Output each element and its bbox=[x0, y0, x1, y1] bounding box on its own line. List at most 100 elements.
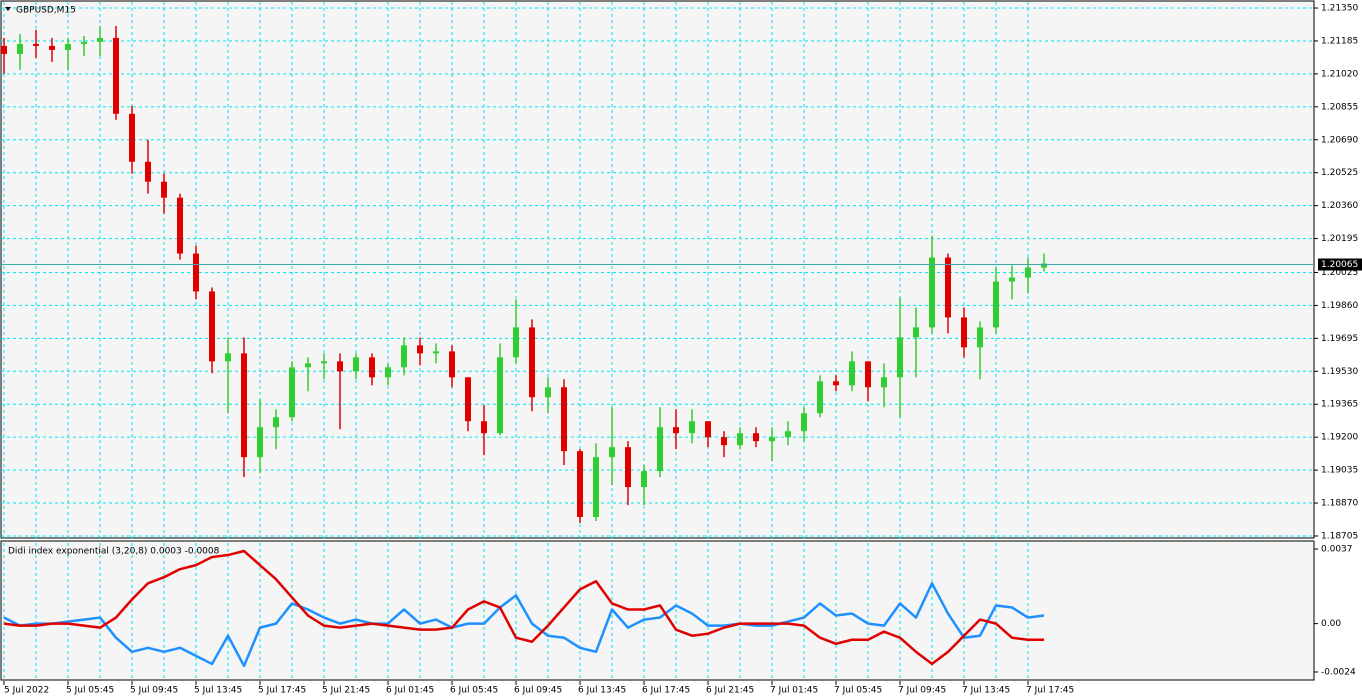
y-tick-label: 1.20360 bbox=[1321, 201, 1358, 211]
candle-body bbox=[977, 327, 983, 348]
x-tick-label: 6 Jul 09:45 bbox=[514, 686, 562, 696]
candle-body bbox=[929, 257, 935, 328]
candle-body bbox=[241, 353, 247, 458]
candle-body bbox=[97, 37, 103, 42]
y-tick-label: 1.20025 bbox=[1321, 268, 1358, 278]
indicator-line bbox=[3, 582, 1045, 668]
x-tick-label: 6 Jul 21:45 bbox=[706, 686, 754, 696]
y-tick-label: 1.19035 bbox=[1321, 466, 1358, 476]
indicator-panel bbox=[0, 540, 1315, 681]
candle-body bbox=[401, 345, 407, 368]
candle-body bbox=[1, 45, 7, 54]
candle-body bbox=[689, 421, 695, 434]
candle-body bbox=[529, 327, 535, 398]
x-tick-label: 6 Jul 05:45 bbox=[450, 686, 498, 696]
candle-body bbox=[513, 327, 519, 358]
y-tick-label: 1.20195 bbox=[1321, 234, 1358, 244]
y-tick-label: 1.19200 bbox=[1321, 433, 1358, 443]
candle-body bbox=[1009, 277, 1015, 282]
candle-body bbox=[337, 361, 343, 372]
candle-body bbox=[593, 457, 599, 518]
symbol-menu-icon[interactable] bbox=[5, 7, 11, 11]
candle-body bbox=[433, 351, 439, 354]
x-tick-label: 5 Jul 17:45 bbox=[258, 686, 306, 696]
indicator-title: Didi index exponential (3,20,8) 0.0003 -… bbox=[8, 547, 220, 557]
candle-body bbox=[801, 413, 807, 432]
x-tick-label: 7 Jul 01:45 bbox=[770, 686, 818, 696]
candle-body bbox=[481, 421, 487, 434]
candle-body bbox=[609, 447, 615, 458]
candle-body bbox=[993, 281, 999, 328]
x-tick-label: 6 Jul 13:45 bbox=[578, 686, 626, 696]
chart-title: GBPUSD,M15 bbox=[16, 6, 76, 16]
candle-body bbox=[369, 357, 375, 378]
candle-body bbox=[385, 367, 391, 378]
y-tick-label: 1.19860 bbox=[1321, 301, 1358, 311]
candle-body bbox=[225, 353, 231, 362]
candle-body bbox=[209, 291, 215, 362]
candle-body bbox=[177, 197, 183, 254]
candle-body bbox=[753, 433, 759, 442]
candle-body bbox=[785, 431, 791, 438]
candle-body bbox=[273, 417, 279, 428]
y-tick-label: 1.20690 bbox=[1321, 135, 1358, 145]
y-tick-label: 1.18870 bbox=[1321, 499, 1358, 509]
candle-body bbox=[321, 361, 327, 364]
candle-body bbox=[289, 367, 295, 418]
candle-body bbox=[33, 43, 39, 46]
candle-body bbox=[353, 357, 359, 372]
y-tick-label: 1.20525 bbox=[1321, 168, 1358, 178]
y-tick-label: 1.19365 bbox=[1321, 400, 1358, 410]
candle-body bbox=[65, 43, 71, 50]
candle-body bbox=[417, 345, 423, 354]
x-tick-label: 7 Jul 09:45 bbox=[898, 686, 946, 696]
y-tick-label: 1.21350 bbox=[1321, 4, 1358, 14]
candle-body bbox=[721, 437, 727, 446]
x-tick-label: 6 Jul 01:45 bbox=[386, 686, 434, 696]
candle-body bbox=[865, 361, 871, 388]
candle-body bbox=[913, 327, 919, 338]
candle-body bbox=[449, 351, 455, 378]
x-tick-label: 5 Jul 21:45 bbox=[322, 686, 370, 696]
y-tick-label: 1.20855 bbox=[1321, 102, 1358, 112]
y-tick-label: 0.0037 bbox=[1321, 545, 1353, 555]
grid bbox=[1, 2, 1314, 678]
candle-body bbox=[961, 317, 967, 348]
candle-body bbox=[257, 427, 263, 458]
indicator-line bbox=[3, 549, 1044, 666]
candle-body bbox=[561, 387, 567, 452]
candle-body bbox=[849, 361, 855, 386]
candle-body bbox=[145, 161, 151, 182]
candle-body bbox=[833, 381, 839, 386]
candle-body bbox=[193, 253, 199, 292]
candle-body bbox=[17, 43, 23, 54]
candle-body bbox=[945, 257, 951, 318]
current-price-box bbox=[1318, 258, 1362, 271]
candle-body bbox=[465, 377, 471, 422]
candle-body bbox=[737, 433, 743, 446]
candle-body bbox=[705, 421, 711, 438]
candle-body bbox=[881, 377, 887, 388]
y-tick-label: 1.21020 bbox=[1321, 69, 1358, 79]
x-tick-label: 5 Jul 05:45 bbox=[66, 686, 114, 696]
candle-body bbox=[305, 363, 311, 368]
candle-body bbox=[129, 113, 135, 162]
y-tick-label: 1.19695 bbox=[1321, 334, 1358, 344]
candle-body bbox=[673, 427, 679, 434]
y-tick-label: 1.21185 bbox=[1321, 36, 1358, 46]
candle-body bbox=[625, 447, 631, 488]
candle-body bbox=[497, 357, 503, 434]
marks bbox=[1, 25, 1047, 668]
candle-body bbox=[641, 471, 647, 488]
candle-body bbox=[1025, 267, 1031, 278]
x-tick-label: 7 Jul 13:45 bbox=[962, 686, 1010, 696]
candle-body bbox=[81, 41, 87, 44]
x-tick-label: 7 Jul 05:45 bbox=[834, 686, 882, 696]
x-tick-label: 7 Jul 17:45 bbox=[1026, 686, 1074, 696]
y-tick-label: 1.19530 bbox=[1321, 367, 1358, 377]
candle-body bbox=[769, 437, 775, 442]
x-tick-label: 5 Jul 2022 bbox=[4, 686, 49, 696]
candle-body bbox=[545, 387, 551, 398]
